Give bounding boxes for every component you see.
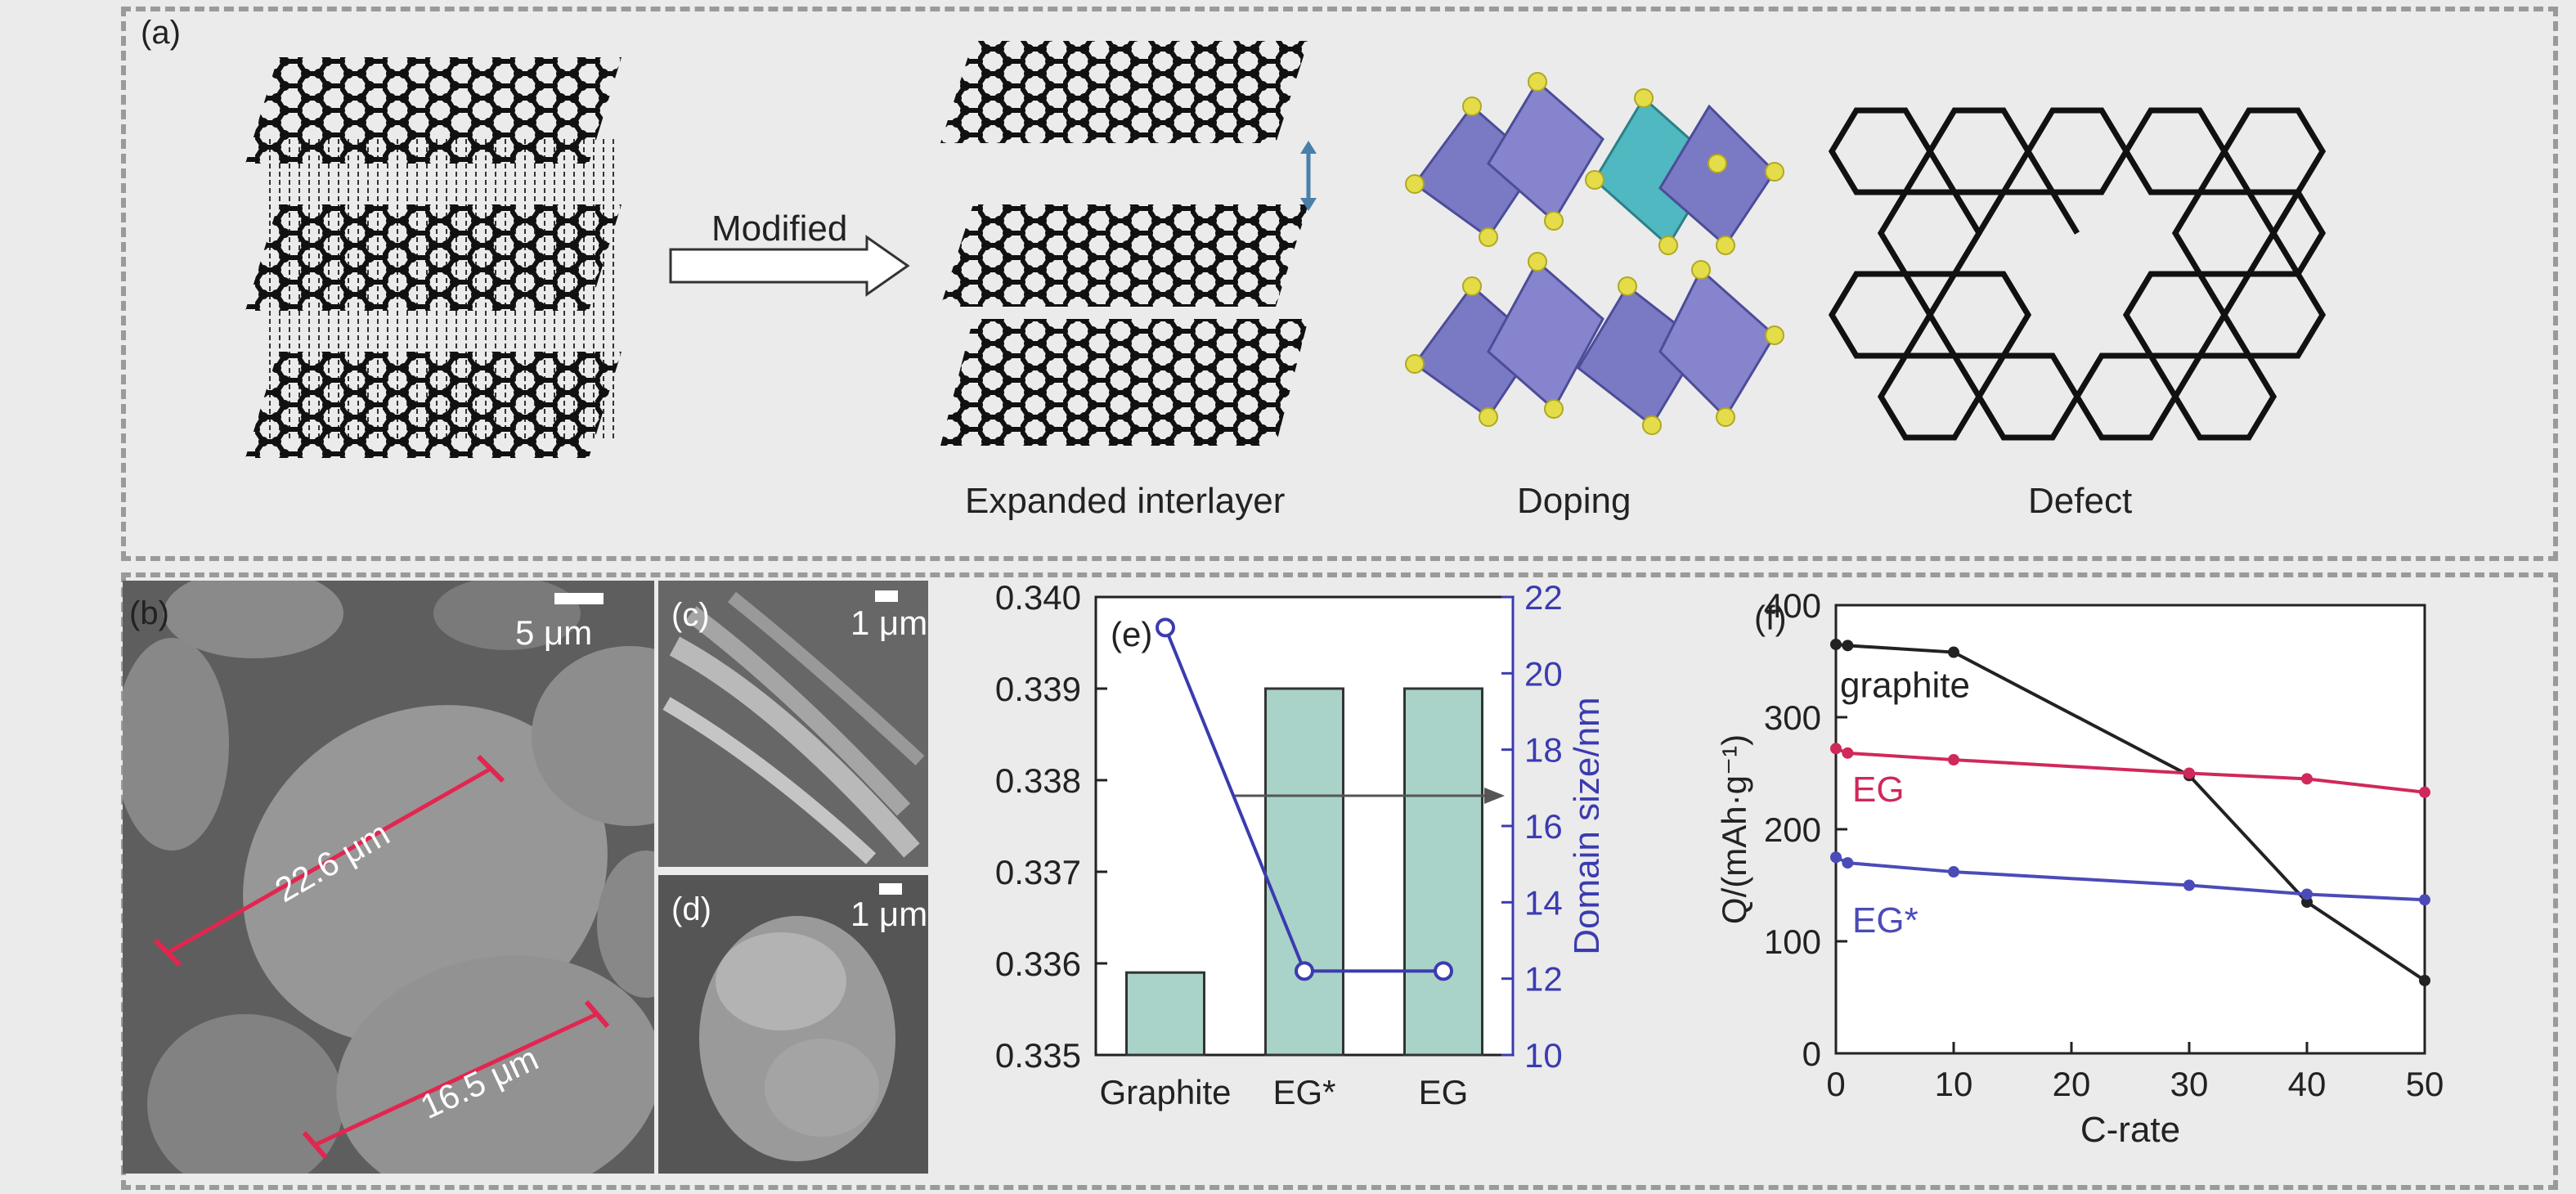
series-point-f — [1842, 640, 1854, 652]
series-point-f — [1830, 743, 1842, 755]
panel-a-frame — [121, 7, 2558, 561]
bar-e — [1264, 687, 1344, 1057]
x-tick-label-f: 0 — [1826, 1065, 1845, 1103]
x-tick-label-f: 50 — [2406, 1065, 2444, 1103]
sem-d-flakes — [699, 916, 895, 1161]
chart-e: 0.335 0.336 0.337 0.338 0.339 0.340 10 12 14 16 18… — [995, 578, 1599, 1111]
y-tick-label-f: 200 — [1764, 810, 1821, 849]
series-point-f — [2419, 974, 2430, 986]
right-tick-label-e: 22 — [1524, 578, 1563, 617]
modified-arrow — [669, 235, 910, 297]
doping-octahedra — [1405, 72, 1784, 435]
series-label-f: graphite — [1840, 665, 1970, 705]
x-tick-label-f: 20 — [2053, 1065, 2091, 1103]
panel-d-label: (d) — [671, 891, 711, 927]
modified-arrow-label: Modified — [711, 209, 848, 249]
series-point-f — [2183, 879, 2195, 891]
y-axis-label-f: Q/(mAh·g⁻¹) — [1715, 734, 1753, 924]
bar-e — [1403, 687, 1483, 1057]
panel-b-label: (b) — [129, 595, 169, 631]
defect-lattice — [1828, 107, 2327, 441]
y-tick-label-f: 400 — [1764, 586, 1821, 625]
right-axis-label-e: Domain size/nm — [1567, 697, 1599, 954]
x-tick-label-f: 40 — [2288, 1065, 2327, 1103]
series-point-f — [2419, 894, 2430, 906]
scale-bar-b — [554, 593, 604, 604]
plot-frame-f — [1834, 604, 2426, 1055]
panel-e-label: (e) — [1111, 615, 1152, 653]
right-tick-label-e: 10 — [1524, 1036, 1563, 1075]
y-tick-label-e: 0.340 — [995, 578, 1081, 617]
right-tick-label-e: 14 — [1524, 883, 1563, 922]
scale-text-b: 5 μm — [515, 613, 593, 652]
expanded-interlayer-sheets — [940, 41, 1317, 446]
scale-bar-d — [879, 883, 902, 895]
scale-bar-c — [875, 590, 898, 602]
y-tick-label-e: 0.336 — [995, 945, 1081, 983]
panel-a-illustrations — [245, 41, 2327, 458]
right-tick-label-e: 16 — [1524, 807, 1563, 846]
y-tick-label-e: 0.335 — [995, 1036, 1081, 1075]
series-point-f — [1948, 754, 1959, 766]
series-point-f — [2301, 888, 2313, 900]
sem-c-flakes — [662, 591, 925, 864]
right-tick-label-e: 18 — [1524, 731, 1563, 770]
domain-size-point-e — [1434, 961, 1453, 981]
right-tick-label-e: 20 — [1524, 654, 1563, 693]
sem-image-b: (b) 5 μm 22.6 μm 16.5 μm — [123, 581, 654, 1174]
series-point-f — [1842, 857, 1854, 869]
y-tick-label-e: 0.337 — [995, 853, 1081, 891]
series-point-f — [2301, 896, 2313, 909]
graphite-stack — [245, 57, 622, 458]
series-point-f — [2301, 773, 2313, 785]
series-label-f: EG* — [1852, 900, 1919, 940]
x-tick-label-e: Graphite — [1099, 1073, 1231, 1111]
y-tick-label-f: 300 — [1764, 698, 1821, 737]
caption-expanded-interlayer: Expanded interlayer — [965, 481, 1286, 521]
series-point-f — [1830, 851, 1842, 864]
sem-image-c: (c) 1 μm — [658, 581, 928, 867]
x-tick-label-e: EG* — [1272, 1073, 1335, 1111]
y-tick-label-f: 100 — [1764, 922, 1821, 961]
caption-defect: Defect — [2028, 481, 2133, 521]
series-point-f — [1948, 866, 1959, 878]
domain-size-point-e — [1156, 617, 1175, 638]
y-tick-label-f: 0 — [1802, 1035, 1821, 1073]
domain-size-point-e — [1295, 961, 1314, 981]
axis-arrowhead-e — [1484, 788, 1505, 804]
x-tick-label-e: EG — [1419, 1073, 1469, 1111]
scale-text-d: 1 μm — [850, 895, 928, 933]
caption-doping: Doping — [1517, 481, 1631, 521]
bar-e — [1125, 971, 1205, 1057]
x-tick-label-f: 30 — [2170, 1065, 2209, 1103]
series-point-f — [1948, 646, 1959, 658]
panel-a-label: (a) — [141, 15, 181, 51]
chart-f: 0 100 200 300 400 0 10 20 30 40 50 C-rate Q/(mAh·g⁻¹… — [1715, 586, 2444, 1150]
series-point-f — [1842, 747, 1854, 759]
right-tick-label-e: 12 — [1524, 960, 1563, 999]
x-axis-label-f: C-rate — [2080, 1110, 2180, 1150]
series-label-f: EG — [1852, 770, 1905, 810]
panel-c-label: (c) — [671, 597, 710, 633]
y-tick-label-e: 0.338 — [995, 761, 1081, 800]
x-tick-label-f: 10 — [1935, 1065, 1973, 1103]
series-point-f — [2419, 786, 2430, 798]
sem-b-particles — [123, 581, 654, 1174]
y-tick-label-e: 0.339 — [995, 670, 1081, 708]
series-point-f — [2183, 767, 2195, 779]
series-point-f — [1830, 638, 1842, 650]
panel-f-label: (f) — [1754, 599, 1787, 637]
scale-text-c: 1 μm — [850, 604, 928, 642]
sem-image-d: (d) 1 μm — [658, 875, 928, 1174]
